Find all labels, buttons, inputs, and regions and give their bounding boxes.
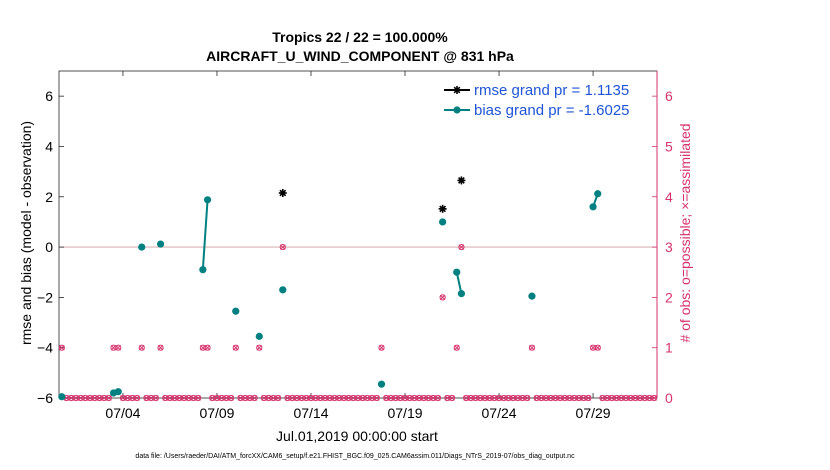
bias-point: [232, 307, 240, 315]
obs-count-zero-point: [195, 394, 202, 402]
y-right-tick-label: 0: [665, 390, 673, 406]
obs-count-zero-point: [274, 394, 282, 402]
bias-point: [279, 286, 287, 294]
x-tick-label: 07/29: [576, 405, 611, 421]
obs-count-zero-point: [166, 394, 174, 402]
obs-count-zero-point: [434, 394, 442, 402]
bias-point: [138, 243, 146, 251]
y-tick-label: −4: [37, 340, 53, 356]
rmse-point: [278, 188, 287, 197]
obs-count-point: [157, 344, 164, 351]
chart-title: Tropics 22 / 22 = 100.000%: [272, 29, 448, 45]
obs-count-zero-point: [101, 394, 108, 402]
x-tick-label: 07/24: [482, 405, 517, 421]
obs-count-zero-point: [152, 394, 159, 402]
obs-count-zero-point: [524, 394, 531, 402]
chart-subtitle: AIRCRAFT_U_WIND_COMPONENT @ 831 hPa: [206, 48, 514, 64]
y-tick-label: 6: [45, 88, 53, 104]
obs-count-zero-point: [585, 394, 592, 402]
x-tick-label: 07/09: [199, 405, 234, 421]
y-axis-label: rmse and bias (model - observation): [18, 121, 34, 345]
y-right-tick-label: 6: [665, 88, 673, 104]
y-tick-label: 0: [45, 239, 53, 255]
x-tick-label: 07/14: [293, 405, 328, 421]
obs-count-zero-point: [472, 394, 479, 402]
bias-point: [377, 380, 386, 388]
obs-count-zero-point: [251, 394, 258, 402]
y-tick-label: −6: [37, 390, 53, 406]
obs-count-point: [58, 344, 65, 351]
x-tick-label: 07/04: [105, 405, 140, 421]
bias-point: [439, 218, 447, 226]
obs-count-zero-point: [246, 394, 253, 402]
obs-count-point: [138, 344, 145, 351]
obs-count-zero-point: [72, 394, 80, 402]
footer-data-file: data file: /Users/raeder/DAI/ATM_forcXX/…: [135, 453, 575, 460]
legend-bias-marker: [453, 106, 461, 114]
legend-item-rmse: rmse grand pr = 1.1135: [444, 82, 629, 99]
y-tick-label: −2: [37, 289, 53, 305]
obs-count-zero-point: [227, 394, 235, 402]
obs-count-zero-point: [307, 394, 315, 402]
x-axis-label: Jul.01,2019 00:00:00 start: [276, 428, 438, 444]
obs-count-zero-point: [373, 394, 380, 402]
bias-line-segment: [201, 199, 209, 270]
obs-count-point: [279, 243, 286, 251]
legend: rmse grand pr = 1.1135 bias grand pr = -1…: [444, 82, 630, 119]
rmse-point: [457, 176, 466, 185]
y-right-tick-label: 2: [665, 289, 673, 305]
obs-count-zero-point: [105, 394, 112, 402]
obs-count-point: [378, 344, 385, 351]
bias-point: [589, 203, 597, 211]
y-right-tick-label: 4: [665, 189, 673, 205]
obs-count-zero-point: [448, 394, 456, 402]
plot-frame: [58, 70, 658, 399]
bias-point: [199, 266, 207, 274]
bias-point: [457, 290, 466, 298]
y-axis-right-label: # of obs: o=possible; ×=assimilated: [677, 123, 693, 342]
y-right-tick-label: 1: [665, 340, 673, 356]
obs-count-zero-point: [651, 394, 658, 402]
obs-count-point: [204, 344, 211, 351]
legend-item-bias: bias grand pr = -1.6025: [444, 102, 630, 119]
svg-text:bias grand pr = -1.6025: bias grand pr = -1.6025: [474, 102, 630, 119]
bias-point: [58, 393, 66, 401]
obs-count-point: [453, 344, 460, 351]
obs-count-point: [256, 344, 263, 351]
rmse-point: [438, 204, 447, 213]
bias-point: [255, 332, 263, 340]
obs-count-point: [115, 344, 122, 351]
bias-point: [203, 196, 212, 204]
y-right-tick-label: 5: [665, 138, 673, 154]
obs-count-point: [232, 344, 239, 351]
bias-point: [528, 292, 536, 300]
x-tick-label: 07/19: [387, 405, 422, 421]
bias-line-segment: [455, 272, 463, 294]
obs-count-zero-point: [133, 394, 141, 402]
obs-count-point: [439, 294, 446, 301]
y-right-tick-label: 3: [665, 239, 673, 255]
bias-point: [453, 268, 461, 276]
svg-text:rmse grand pr = 1.1135: rmse grand pr = 1.1135: [474, 82, 629, 99]
obs-count-point: [594, 344, 601, 351]
obs-count-zero-point: [364, 394, 371, 402]
obs-count-zero-point: [185, 394, 192, 402]
bias-point: [594, 190, 602, 198]
y-tick-label: 2: [45, 189, 53, 205]
y-tick-label: 4: [45, 138, 53, 154]
bias-point: [114, 388, 122, 396]
obs-count-point: [528, 344, 536, 351]
bias-point: [156, 240, 165, 248]
plot-area: 07/04 07/09 07/14 07/19 07/24 07/29 −6 −4 −2 0 2 4 6…: [37, 70, 673, 421]
obs-count-point: [458, 243, 465, 251]
legend-rmse-marker: [453, 86, 461, 94]
